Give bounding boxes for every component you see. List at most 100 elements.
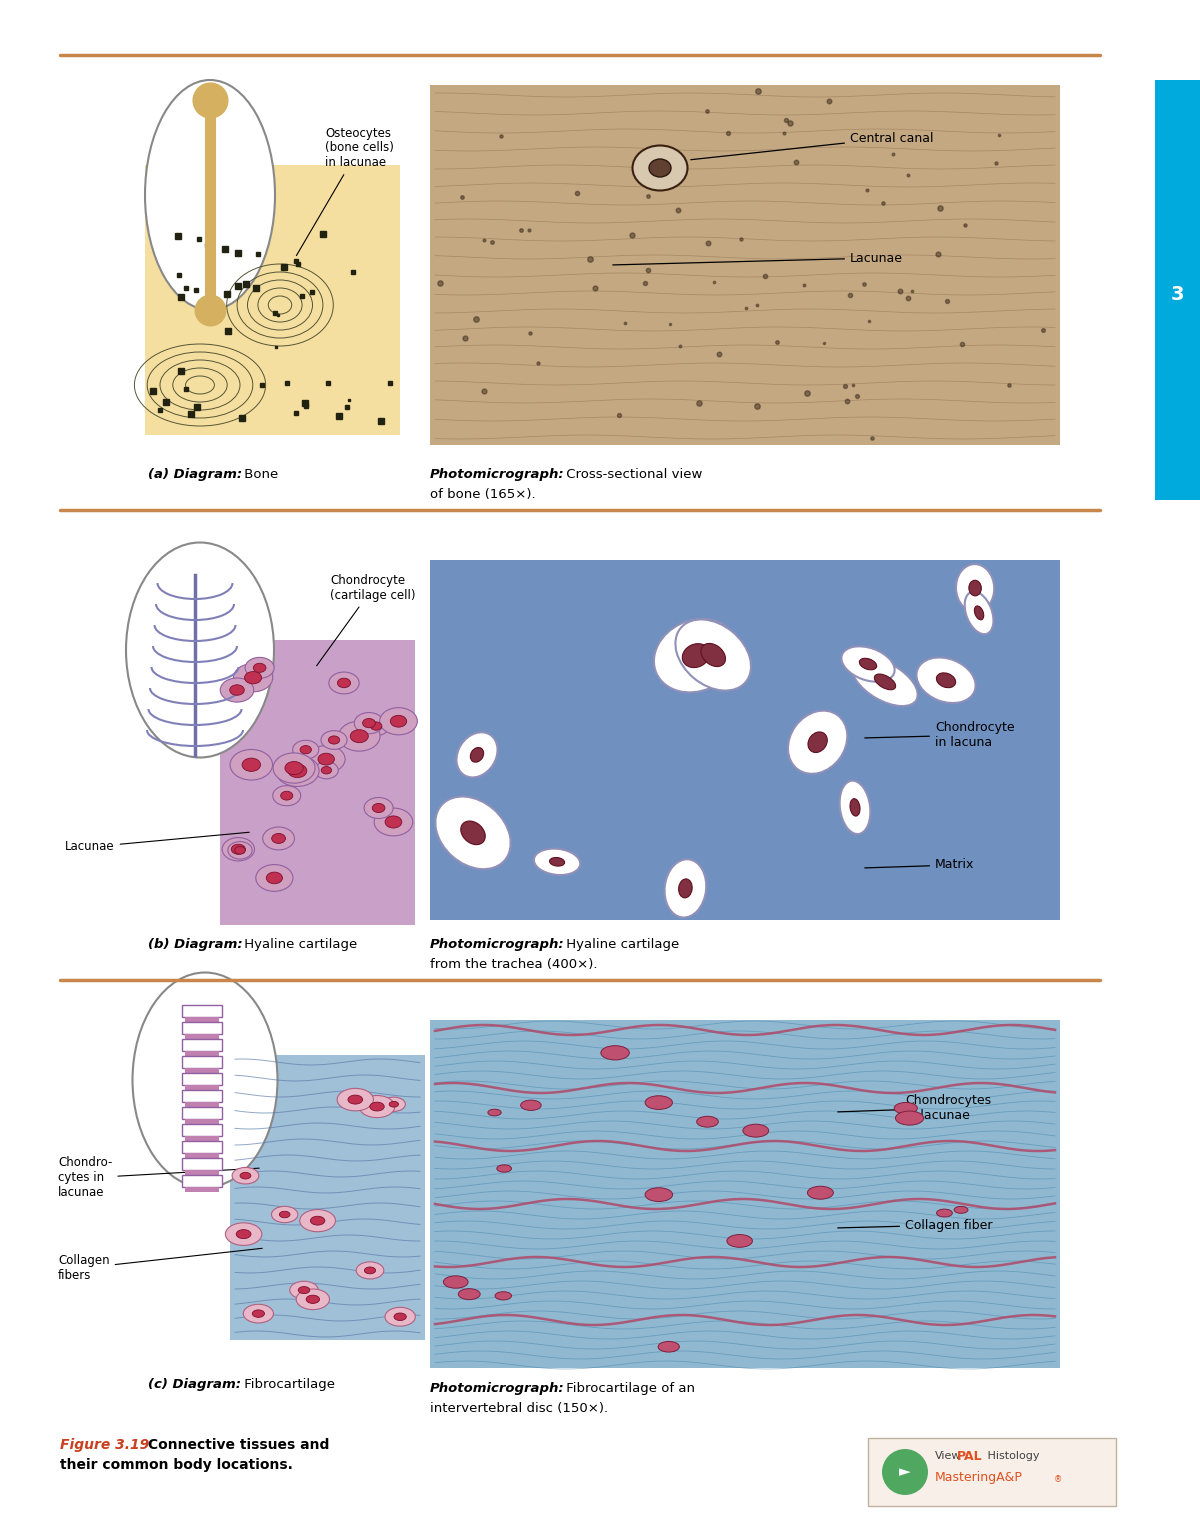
Ellipse shape [240,1173,251,1179]
Ellipse shape [271,1207,298,1223]
Text: Photomicrograph:: Photomicrograph: [430,938,565,952]
Bar [182,1022,222,1035]
Ellipse shape [230,749,272,780]
Ellipse shape [521,1101,541,1110]
Circle shape [882,1449,928,1495]
Ellipse shape [646,1096,672,1110]
Ellipse shape [917,657,976,703]
Bar [182,1157,222,1170]
Text: Connective tissues and: Connective tissues and [143,1438,329,1452]
Ellipse shape [126,542,274,757]
Ellipse shape [679,880,692,898]
Ellipse shape [390,715,407,728]
Bar [185,1102,220,1107]
Text: Photomicrograph:: Photomicrograph: [430,468,565,480]
Ellipse shape [245,671,262,685]
Bar [182,1124,222,1136]
Ellipse shape [362,718,376,728]
Ellipse shape [362,717,389,735]
Bar [185,1085,220,1090]
Text: (a) Diagram:: (a) Diagram: [148,468,242,480]
Ellipse shape [132,973,277,1188]
Ellipse shape [365,1266,376,1274]
Ellipse shape [496,1292,511,1300]
Ellipse shape [337,678,350,688]
Bar [185,1018,220,1022]
Ellipse shape [329,672,359,694]
Bar [868,1438,1116,1506]
Ellipse shape [314,761,338,778]
Bar [182,1039,222,1051]
Text: Figure 3.19: Figure 3.19 [60,1438,149,1452]
Text: Matrix: Matrix [865,858,974,872]
Text: Cross-sectional view: Cross-sectional view [562,468,702,480]
Ellipse shape [338,721,380,751]
Ellipse shape [289,1282,318,1299]
Ellipse shape [654,619,738,692]
Ellipse shape [263,827,294,850]
Text: Collagen fiber: Collagen fiber [838,1219,992,1231]
Ellipse shape [374,807,413,837]
Ellipse shape [697,1116,719,1127]
Ellipse shape [299,1286,310,1294]
Ellipse shape [443,1276,468,1288]
Ellipse shape [356,1262,384,1279]
Bar [182,1056,222,1068]
Ellipse shape [534,849,581,875]
Ellipse shape [348,1094,362,1104]
Ellipse shape [359,1096,395,1117]
Bar [185,1035,220,1039]
Ellipse shape [936,672,955,688]
Bar [430,1019,1060,1368]
Ellipse shape [281,792,293,800]
Text: Chondrocytes
in lacunae: Chondrocytes in lacunae [838,1094,991,1122]
Ellipse shape [665,860,707,918]
Ellipse shape [968,580,982,596]
Ellipse shape [649,160,671,177]
Text: Hyaline cartilage: Hyaline cartilage [240,938,358,952]
Ellipse shape [306,1296,319,1303]
Ellipse shape [296,1289,330,1309]
Ellipse shape [228,841,252,860]
Ellipse shape [350,729,368,743]
Ellipse shape [371,721,382,731]
Ellipse shape [322,766,331,774]
Text: ®: ® [1054,1475,1062,1484]
Ellipse shape [311,1216,325,1225]
Ellipse shape [676,620,751,691]
Ellipse shape [242,758,260,772]
Ellipse shape [936,1210,953,1217]
Text: their common body locations.: their common body locations. [60,1458,293,1472]
Ellipse shape [461,821,485,844]
Ellipse shape [235,846,245,853]
Ellipse shape [300,1210,336,1231]
Ellipse shape [271,834,286,843]
Ellipse shape [272,786,301,806]
Bar [182,1107,222,1119]
Text: Chondrocyte
(cartilage cell): Chondrocyte (cartilage cell) [317,574,415,666]
Text: Lacunae: Lacunae [613,252,904,266]
Text: View: View [935,1451,961,1461]
Text: Bone: Bone [240,468,278,480]
Bar [185,1136,220,1141]
Ellipse shape [852,657,918,706]
Text: Osteocytes
(bone cells)
in lacunae: Osteocytes (bone cells) in lacunae [296,126,394,256]
Ellipse shape [364,798,394,818]
Ellipse shape [808,732,827,752]
Ellipse shape [288,764,307,778]
Text: Central canal: Central canal [691,132,934,160]
Ellipse shape [841,646,895,682]
Bar [182,1090,222,1102]
Bar [185,1119,220,1124]
Bar [220,640,415,926]
Text: Photomicrograph:: Photomicrograph: [430,1382,565,1395]
Bar [230,1055,425,1340]
Ellipse shape [234,663,272,692]
Ellipse shape [222,838,254,861]
Ellipse shape [280,1211,290,1217]
Ellipse shape [145,80,275,310]
Ellipse shape [256,864,293,892]
Text: PAL: PAL [958,1449,983,1463]
Ellipse shape [253,663,266,672]
Ellipse shape [226,1223,262,1245]
